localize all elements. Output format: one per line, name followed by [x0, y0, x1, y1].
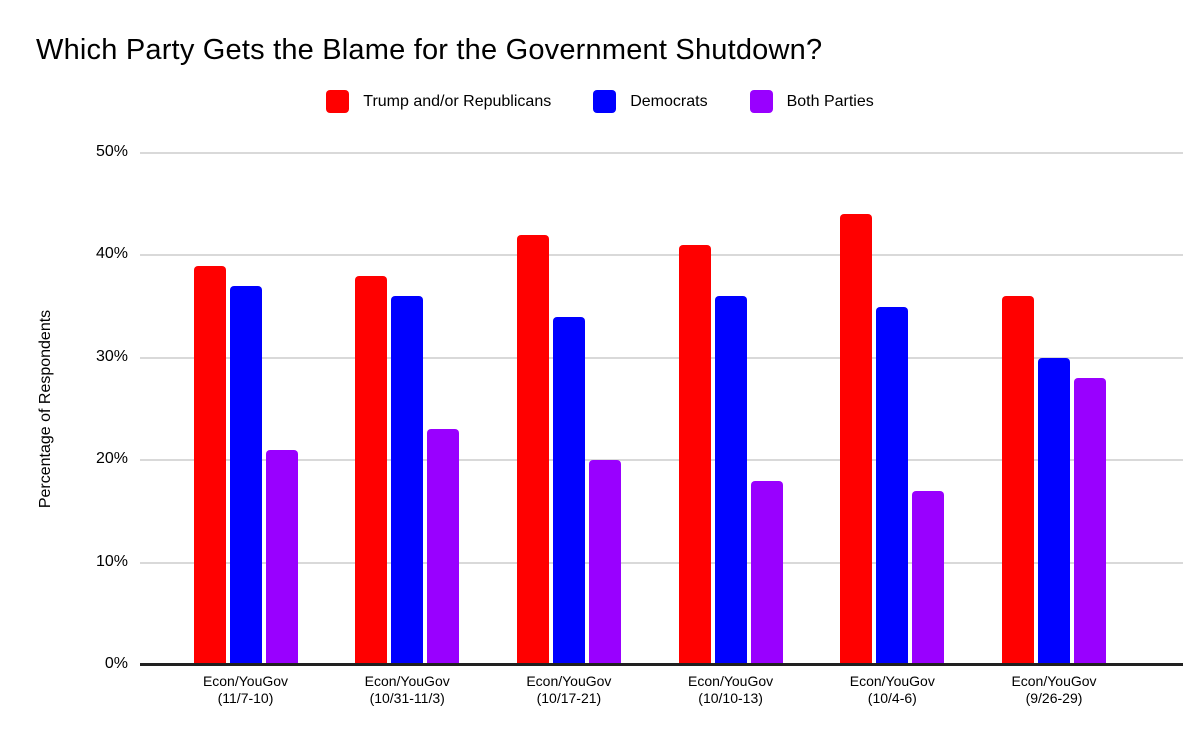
- legend-item-both-parties: Both Parties: [749, 90, 874, 113]
- bar-trump-and-or-republicans: [1002, 296, 1034, 665]
- gridline-50%: [140, 152, 1183, 154]
- y-axis-tick-label: 20%: [95, 450, 128, 468]
- bar-democrats: [552, 317, 585, 665]
- y-axis-tick-label: 0%: [104, 655, 128, 672]
- bar-both-parties: [750, 481, 783, 665]
- bar-democrats: [1038, 358, 1070, 665]
- y-axis-tick-label: 40%: [95, 245, 128, 263]
- x-axis-category-label: Econ/YouGov (10/17-21): [484, 673, 654, 707]
- bar-group-10-10-13: [678, 153, 783, 665]
- bar-both-parties: [588, 460, 621, 665]
- legend-label: Democrats: [630, 92, 708, 110]
- bar-group-9-26-29: [1002, 153, 1106, 665]
- x-axis-category-dates: (10/17-21): [536, 690, 602, 706]
- plot-area: Percentage of Respondents 0% 10% 20% 30% 40%…: [37, 143, 1183, 706]
- chart-title: Which Party Gets the Blame for the Gover…: [36, 34, 823, 66]
- bar-trump-and-or-republicans: [516, 235, 549, 665]
- x-axis-category-dates: (10/10-13): [698, 690, 763, 706]
- gridline-40%: [140, 254, 1183, 257]
- x-axis-category-label: Econ/YouGov (9/26-29): [969, 673, 1139, 707]
- bar-trump-and-or-republicans: [678, 245, 711, 665]
- bar-both-parties: [427, 429, 460, 665]
- x-axis-category-dates: (10/31-11/3): [369, 690, 445, 706]
- bar-trump-and-or-republicans: [193, 266, 226, 665]
- bar-both-parties: [265, 450, 298, 665]
- x-axis-category-dates: (9/26-29): [1025, 690, 1083, 706]
- bar-both-parties: [1074, 378, 1106, 665]
- bar-group-10-17-21: [516, 153, 621, 665]
- x-axis-line: [140, 663, 1183, 666]
- gridline-30%: [140, 356, 1183, 359]
- bar-democrats: [714, 296, 747, 665]
- x-axis-category-source: Econ/YouGov: [688, 673, 774, 689]
- bar-trump-and-or-republicans: [840, 214, 873, 665]
- bar-democrats: [391, 296, 424, 665]
- x-axis-category-label: Econ/YouGov (11/7-10): [161, 673, 331, 707]
- legend-label: Trump and/or Republicans: [363, 92, 552, 110]
- bar-democrats: [876, 307, 909, 665]
- bar-trump-and-or-republicans: [355, 276, 388, 665]
- y-axis-tick-label: 30%: [95, 347, 128, 365]
- x-axis-category-source: Econ/YouGov: [1011, 673, 1097, 689]
- legend-swatch-both-parties: [749, 90, 773, 113]
- y-axis-title: Percentage of Respondents: [37, 309, 54, 509]
- legend-item-trump-and-or-republicans: Trump and/or Republicans: [326, 90, 551, 113]
- x-axis-category-source: Econ/YouGov: [849, 673, 935, 689]
- bar-group-11-7-10: [193, 153, 298, 665]
- x-axis-category-source: Econ/YouGov: [364, 673, 450, 689]
- x-axis-category-label: Econ/YouGov (10/10-13): [646, 673, 816, 707]
- legend: Trump and/or Republicans Democrats Both Pa…: [0, 90, 1200, 113]
- y-axis-tick-label: 50%: [95, 143, 128, 160]
- x-axis-category-source: Econ/YouGov: [526, 673, 612, 689]
- x-axis-category-source: Econ/YouGov: [202, 673, 289, 689]
- legend-swatch-trump-and-or-republicans: [326, 90, 350, 113]
- gridline-20%: [140, 459, 1183, 462]
- legend-swatch-democrats: [593, 90, 617, 113]
- x-axis-category-dates: (10/4-6): [867, 690, 917, 706]
- gridline-10%: [140, 561, 1183, 564]
- x-axis-category-label: Econ/YouGov (10/31-11/3): [322, 673, 492, 707]
- bar-group-10-4-6: [840, 153, 945, 665]
- y-axis-tick-label: 10%: [95, 552, 128, 570]
- x-axis-category-label: Econ/YouGov (10/4-6): [807, 673, 977, 707]
- legend-label: Both Parties: [786, 92, 874, 110]
- bar-democrats: [229, 286, 262, 665]
- bar-group-10-31-11-3: [355, 153, 460, 665]
- legend-item-democrats: Democrats: [593, 90, 708, 113]
- x-axis-category-dates: (11/7-10): [217, 690, 274, 706]
- bar-both-parties: [912, 491, 945, 665]
